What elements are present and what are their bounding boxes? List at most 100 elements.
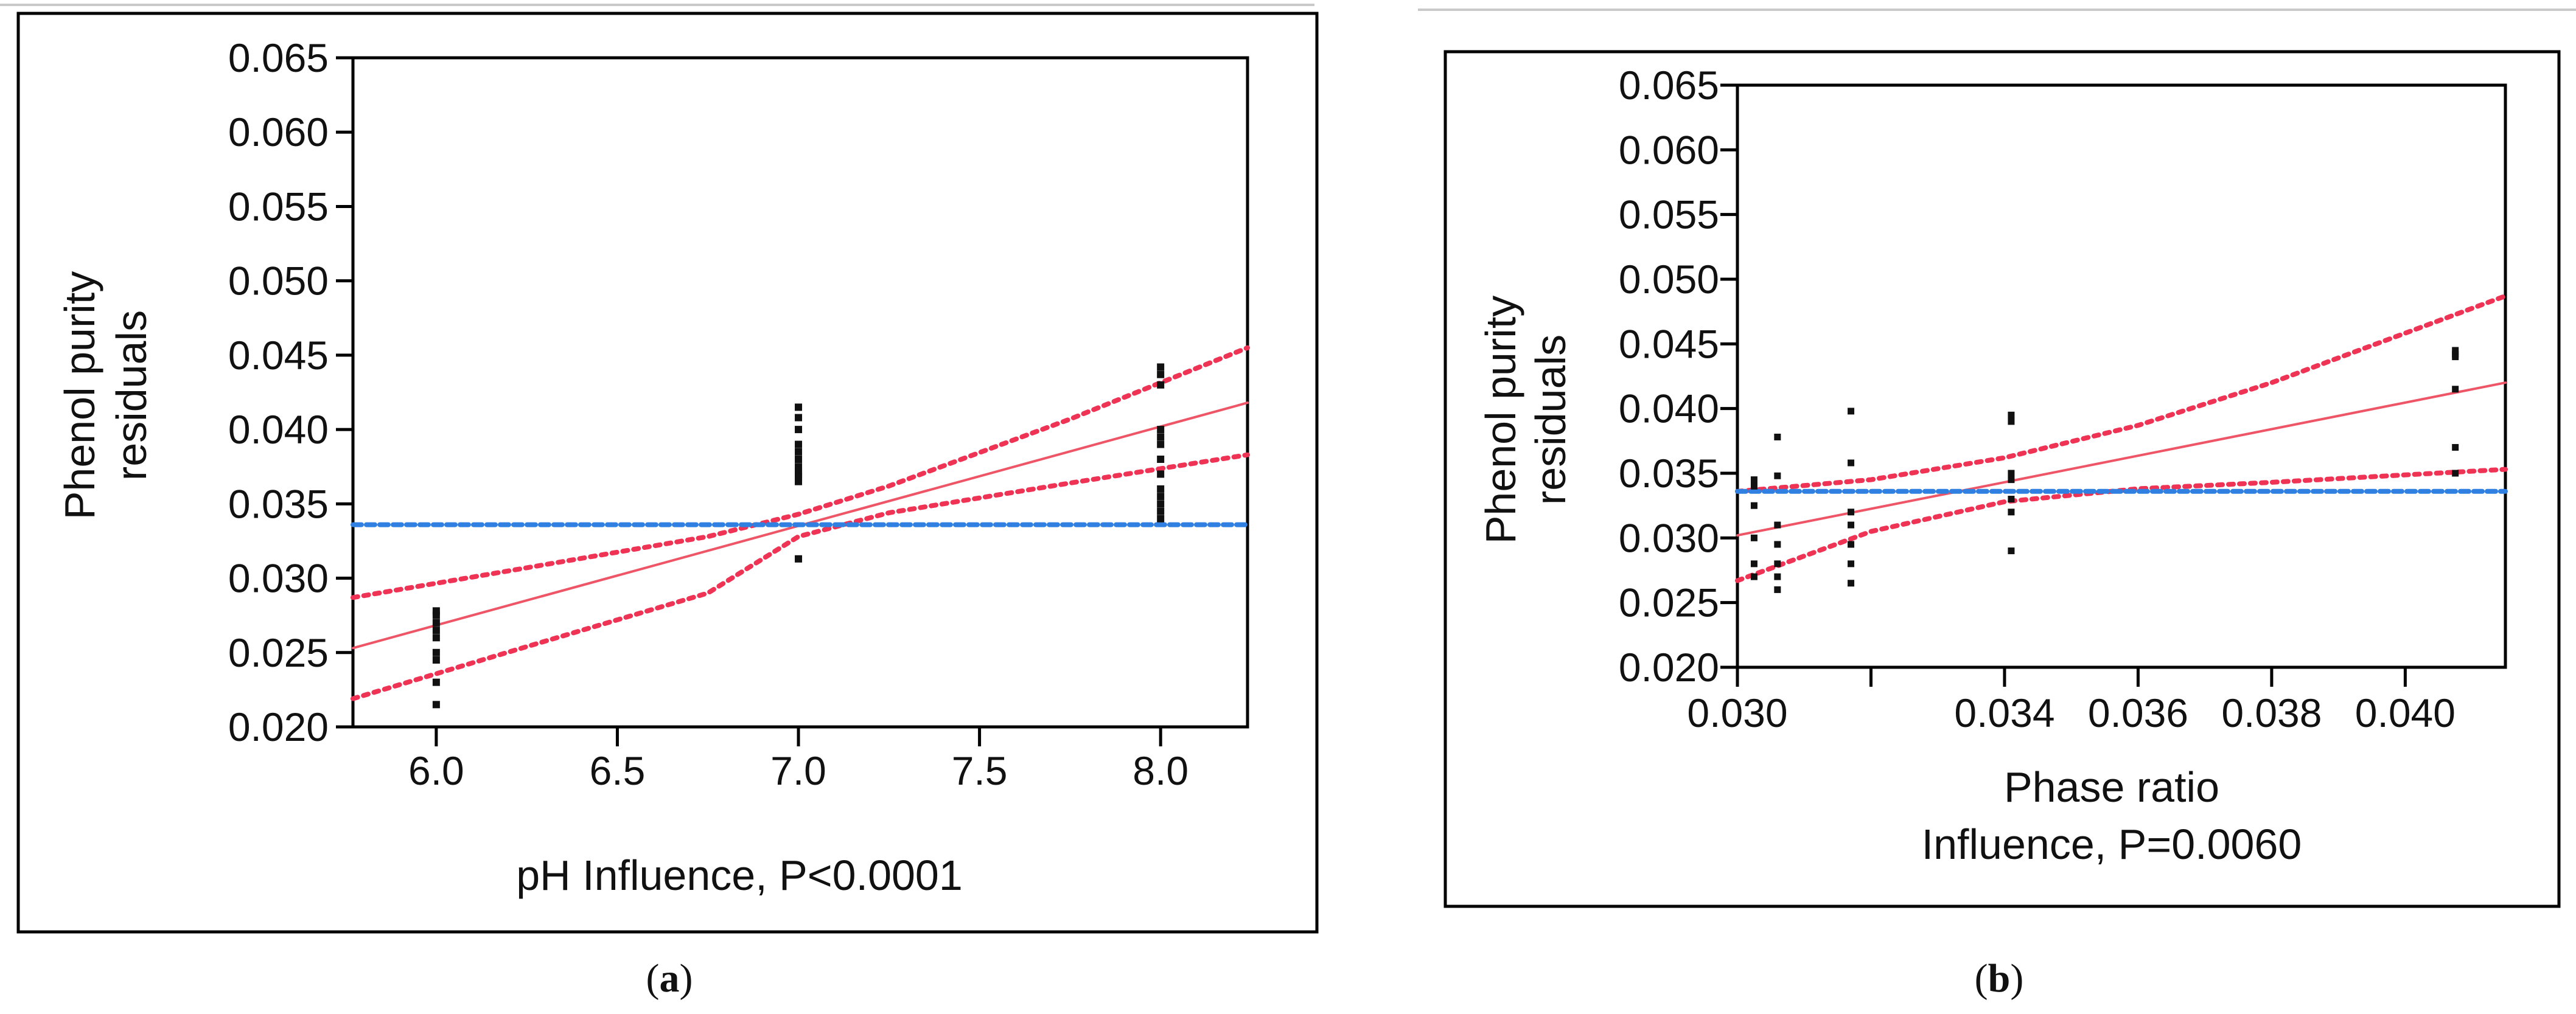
y-tick-label-b-3: 0.050 bbox=[1619, 257, 1719, 302]
data-point bbox=[2008, 470, 2015, 477]
data-point bbox=[2008, 547, 2015, 555]
data-point bbox=[1157, 515, 1165, 523]
y-tick-label-a-2: 0.055 bbox=[228, 184, 329, 229]
data-point bbox=[1774, 521, 1781, 529]
x-tick-label-b-3: 0.038 bbox=[2221, 690, 2322, 735]
y-tick-label-a-3: 0.050 bbox=[228, 259, 329, 304]
data-point bbox=[1774, 541, 1781, 548]
x-axis-title-b-line1: Phase ratio bbox=[2004, 763, 2219, 811]
y-tick-label-b-1: 0.060 bbox=[1619, 127, 1719, 172]
data-point bbox=[2452, 443, 2459, 451]
x-axis-title-a: pH Influence, P<0.0001 bbox=[516, 852, 963, 899]
data-point bbox=[1848, 560, 1855, 568]
data-point bbox=[1157, 456, 1165, 463]
panel-caption-a: (a) bbox=[646, 956, 693, 1001]
data-point bbox=[1157, 470, 1165, 478]
data-point bbox=[1774, 586, 1781, 593]
data-point bbox=[2452, 347, 2459, 354]
data-point bbox=[2008, 411, 2015, 418]
data-point bbox=[1750, 476, 1757, 484]
y-tick-label-b-2: 0.055 bbox=[1619, 192, 1719, 237]
y-axis-title-a-line1: Phenol purity bbox=[56, 271, 103, 520]
x-axis-b: 0.030 0.034 0.036 0.038 0.040 bbox=[1687, 667, 2456, 735]
y-axis-a: 0.065 0.060 0.055 0.050 0.045 0.040 0.035 0.030… bbox=[228, 35, 353, 749]
data-point bbox=[1157, 370, 1165, 378]
data-point bbox=[1750, 502, 1757, 509]
data-point bbox=[1157, 426, 1165, 434]
fit-line-b bbox=[1736, 381, 2507, 537]
data-point bbox=[432, 607, 440, 615]
data-point bbox=[2452, 470, 2459, 477]
data-point bbox=[1750, 560, 1757, 568]
x-tick-label-a-4: 8.0 bbox=[1133, 748, 1189, 793]
y-tick-label-a-6: 0.035 bbox=[228, 481, 329, 526]
y-tick-label-b-8: 0.025 bbox=[1619, 580, 1719, 625]
data-point bbox=[2452, 353, 2459, 361]
points-a bbox=[432, 363, 1165, 709]
data-point bbox=[1157, 433, 1165, 441]
y-tick-label-b-5: 0.040 bbox=[1619, 386, 1719, 431]
y-tick-label-a-8: 0.025 bbox=[228, 630, 329, 675]
data-point bbox=[2008, 496, 2015, 503]
points-b bbox=[1750, 347, 2459, 593]
data-point bbox=[1848, 541, 1855, 548]
data-point bbox=[795, 555, 803, 563]
data-point bbox=[1750, 482, 1757, 490]
plot-area-a bbox=[351, 56, 1249, 729]
y-axis-b: 0.065 0.060 0.055 0.050 0.045 0.040 0.035 0.030… bbox=[1619, 63, 1737, 690]
outer-frame-a bbox=[16, 12, 1319, 934]
y-tick-label-a-1: 0.060 bbox=[228, 109, 329, 155]
data-point bbox=[1157, 381, 1165, 389]
upper-confidence-line-a bbox=[351, 345, 1250, 600]
data-point bbox=[1157, 363, 1165, 371]
x-axis-title-b-line2: Influence, P=0.0060 bbox=[1922, 821, 2302, 868]
y-axis-title-a-line2: residuals bbox=[108, 310, 155, 481]
data-point bbox=[1157, 500, 1165, 508]
y-tick-label-a-7: 0.030 bbox=[228, 556, 329, 601]
y-tick-label-b-7: 0.030 bbox=[1619, 515, 1719, 560]
data-point bbox=[1848, 408, 1855, 415]
outer-frame-b bbox=[1443, 50, 2561, 908]
data-point bbox=[2008, 509, 2015, 516]
y-tick-label-b-0: 0.065 bbox=[1619, 63, 1719, 108]
x-tick-label-a-2: 7.0 bbox=[770, 748, 826, 793]
x-tick-label-a-1: 6.5 bbox=[590, 748, 646, 793]
lines-a bbox=[351, 345, 1250, 701]
data-point bbox=[795, 473, 803, 481]
y-tick-label-b-9: 0.020 bbox=[1619, 645, 1719, 690]
chart-panel-a: 0.065 0.060 0.055 0.050 0.045 0.040 0.035 0.030… bbox=[16, 12, 1319, 1001]
data-point bbox=[1774, 433, 1781, 440]
y-tick-label-a-0: 0.065 bbox=[228, 35, 329, 80]
lower-confidence-line-a bbox=[351, 452, 1250, 701]
upper-confidence-line-b bbox=[1735, 293, 2508, 494]
y-tick-label-a-4: 0.045 bbox=[228, 333, 329, 378]
data-point bbox=[795, 448, 803, 456]
data-point bbox=[432, 678, 440, 686]
data-point bbox=[1774, 472, 1781, 479]
data-point bbox=[795, 440, 803, 448]
y-tick-label-a-9: 0.020 bbox=[228, 704, 329, 749]
data-point bbox=[1848, 580, 1855, 587]
data-point bbox=[795, 414, 803, 422]
data-point bbox=[1774, 560, 1781, 568]
data-point bbox=[432, 648, 440, 656]
data-point bbox=[1157, 507, 1165, 515]
data-point bbox=[1848, 521, 1855, 529]
x-tick-label-b-0: 0.030 bbox=[1687, 690, 1787, 735]
data-point bbox=[1157, 493, 1165, 501]
x-tick-label-a-3: 7.5 bbox=[952, 748, 1008, 793]
panel-caption-b: (b) bbox=[1975, 956, 2024, 1001]
data-point bbox=[795, 456, 803, 463]
x-tick-label-b-4: 0.040 bbox=[2355, 690, 2456, 735]
data-point bbox=[2008, 476, 2015, 484]
data-point bbox=[2452, 386, 2459, 393]
data-point bbox=[795, 463, 803, 471]
x-tick-label-b-2: 0.036 bbox=[2088, 690, 2188, 735]
x-tick-label-b-1: 0.034 bbox=[1954, 690, 2054, 735]
data-point bbox=[432, 701, 440, 709]
y-tick-label-b-4: 0.045 bbox=[1619, 321, 1719, 366]
data-point bbox=[2008, 418, 2015, 425]
x-axis-a: 6.0 6.5 7.0 7.5 8.0 bbox=[408, 727, 1189, 793]
lines-b bbox=[1735, 293, 2508, 583]
